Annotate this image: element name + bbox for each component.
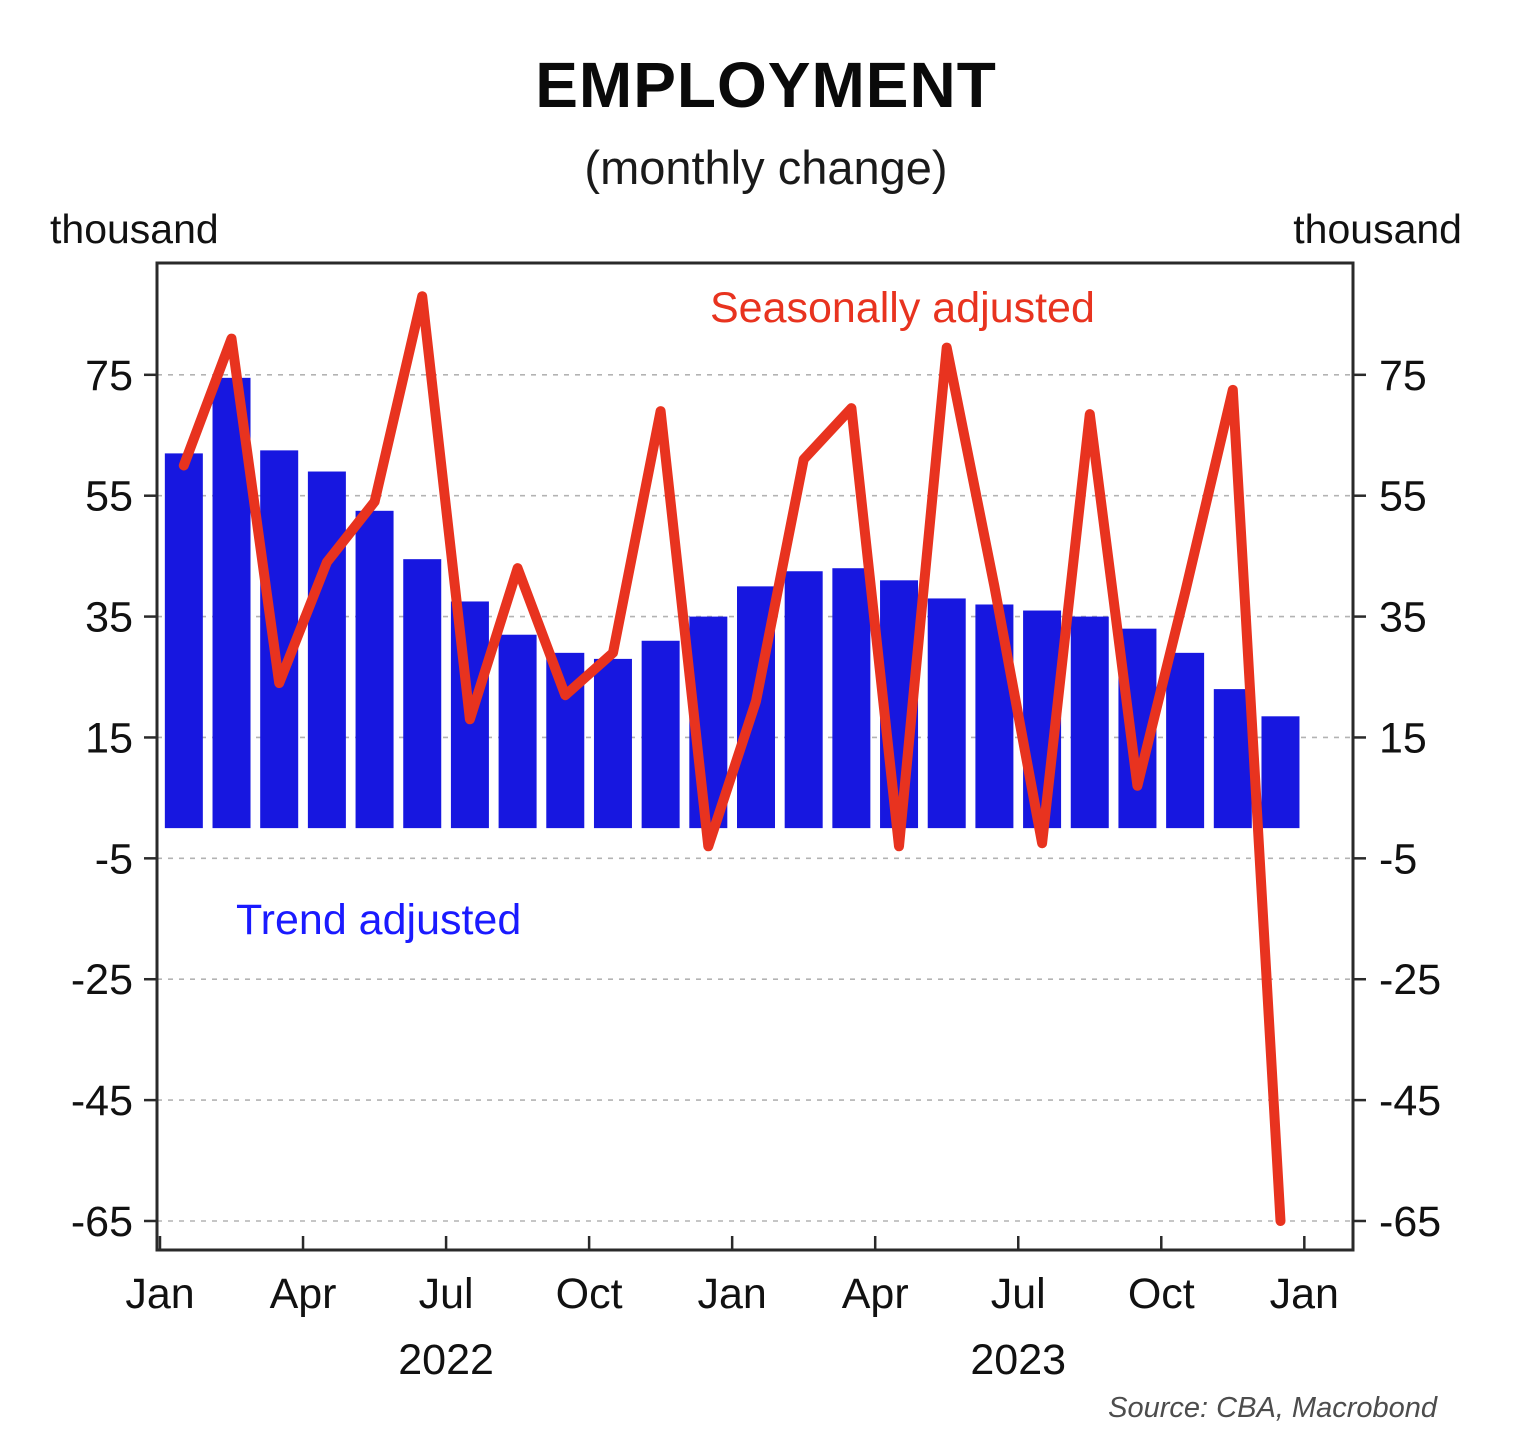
y-tick-label-left: -65 bbox=[71, 1198, 133, 1246]
trend-bar bbox=[498, 634, 537, 829]
x-tick-label: Oct bbox=[1128, 1270, 1195, 1318]
page-subtitle: (monthly change) bbox=[584, 141, 948, 194]
y-tick-label-left: -25 bbox=[71, 956, 133, 1004]
y-tick-label-left: 55 bbox=[85, 473, 133, 521]
page-title: EMPLOYMENT bbox=[535, 49, 997, 121]
y-tick-label-right: 15 bbox=[1379, 714, 1427, 762]
plot-border bbox=[155, 261, 1355, 1252]
x-tick-label: Apr bbox=[842, 1270, 909, 1318]
trend-bar bbox=[1166, 652, 1205, 829]
x-tick-label: Jan bbox=[125, 1270, 194, 1318]
y-tick-label-right: 55 bbox=[1379, 473, 1427, 521]
source-attribution: Source: CBA, Macrobond bbox=[1108, 1392, 1437, 1424]
y-tick-label-left: 75 bbox=[85, 352, 133, 400]
trend-bar bbox=[927, 598, 966, 829]
trend-bar bbox=[403, 559, 442, 829]
trend-bar bbox=[307, 471, 346, 829]
legend-seasonally-adjusted: Seasonally adjusted bbox=[710, 284, 1095, 332]
x-tick-label: Oct bbox=[556, 1270, 623, 1318]
year-label: 2023 bbox=[970, 1336, 1066, 1384]
y-axis-unit-right: thousand bbox=[1293, 206, 1462, 252]
x-tick-label: Jul bbox=[991, 1270, 1046, 1318]
trend-bar bbox=[832, 568, 871, 829]
trend-bar bbox=[1261, 716, 1300, 829]
y-tick-label-left: 35 bbox=[85, 594, 133, 642]
y-tick-label-left: 15 bbox=[85, 714, 133, 762]
x-tick-label: Jan bbox=[1270, 1270, 1339, 1318]
trend-bar bbox=[355, 510, 394, 829]
trend-bar bbox=[1070, 616, 1109, 829]
seasonally-adjusted-line bbox=[178, 291, 1286, 1226]
legend-trend-adjusted: Trend adjusted bbox=[236, 896, 522, 944]
y-tick-label-right: -25 bbox=[1379, 956, 1441, 1004]
trend-bar bbox=[164, 453, 203, 829]
y-tick-label-right: 35 bbox=[1379, 594, 1427, 642]
y-tick-label-right: -5 bbox=[1379, 835, 1417, 883]
y-tick-label-left: -45 bbox=[71, 1077, 133, 1125]
y-tick-label-right: 75 bbox=[1379, 352, 1427, 400]
y-tick-label-right: -65 bbox=[1379, 1198, 1441, 1246]
x-tick-label: Jul bbox=[419, 1270, 474, 1318]
x-tick-label: Jan bbox=[697, 1270, 766, 1318]
y-tick-label-left: -5 bbox=[95, 835, 133, 883]
trend-bar bbox=[593, 658, 632, 829]
trend-bar bbox=[1213, 689, 1252, 829]
trend-bar bbox=[641, 640, 680, 829]
trend-bar bbox=[784, 571, 823, 829]
y-axis-unit-left: thousand bbox=[50, 206, 219, 252]
y-tick-label-right: -45 bbox=[1379, 1077, 1441, 1125]
x-tick-label: Apr bbox=[270, 1270, 337, 1318]
year-label: 2022 bbox=[398, 1336, 494, 1384]
